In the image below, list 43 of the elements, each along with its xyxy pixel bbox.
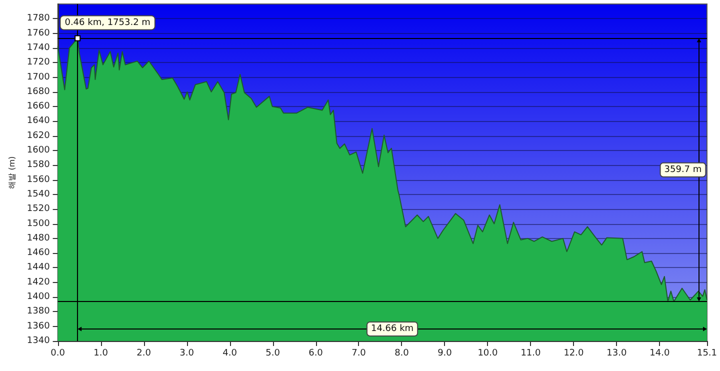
y-tick-label: 1520 xyxy=(26,204,50,214)
y-tick-label: 1700 xyxy=(26,72,50,82)
x-tick-label: 1.0 xyxy=(94,348,108,358)
x-tick-label: 4.0 xyxy=(222,348,238,358)
annotation: 0.46 km, 1753.2 m xyxy=(64,18,150,28)
y-tick-label: 1560 xyxy=(26,174,50,185)
annotation: 14.66 km xyxy=(370,324,414,334)
x-tick-label: 7.0 xyxy=(352,348,366,358)
x-tick-label: 15.1 xyxy=(696,348,718,358)
x-tick-label: 10.0 xyxy=(478,348,498,358)
y-tick-label: 1760 xyxy=(26,28,50,38)
x-tick-label: 12.0 xyxy=(564,348,584,358)
y-tick-label: 1500 xyxy=(26,218,50,229)
y-tick-label: 1540 xyxy=(26,189,50,200)
y-tick-label: 1380 xyxy=(26,306,50,317)
x-tick-label: 14.0 xyxy=(650,348,670,358)
y-tick-label: 1680 xyxy=(26,86,50,97)
y-tick-label: 1780 xyxy=(26,14,50,24)
y-tick-label: 1420 xyxy=(26,277,50,288)
x-tick-label: 3.0 xyxy=(180,348,194,358)
x-tick-label: 6.0 xyxy=(308,348,324,358)
y-tick-label: 1340 xyxy=(26,336,50,346)
y-tick-label: 1620 xyxy=(26,130,50,141)
y-tick-label: 1640 xyxy=(26,116,50,126)
y-tick-label: 1720 xyxy=(26,58,50,68)
y-tick-label: 1480 xyxy=(26,233,50,244)
y-tick-label: 1740 xyxy=(26,42,50,53)
x-tick-label: 11.0 xyxy=(520,348,542,358)
y-tick-label: 1460 xyxy=(26,248,50,258)
x-tick-label: 5.0 xyxy=(266,348,280,358)
y-tick-label: 1660 xyxy=(26,102,50,112)
y-tick-label: 1600 xyxy=(26,146,50,156)
y-tick-label: 1360 xyxy=(26,321,50,332)
y-tick-label: 1400 xyxy=(26,292,50,302)
x-tick-label: 2.0 xyxy=(136,348,152,358)
x-tick-label: 9.0 xyxy=(438,348,452,358)
x-tick-label: 8.0 xyxy=(394,348,410,358)
annotation: 359.7 m xyxy=(664,164,702,175)
x-tick-label: 13.0 xyxy=(606,348,627,358)
y-tick-label: 1580 xyxy=(26,160,50,170)
x-tick-label: 0.0 xyxy=(50,348,66,358)
y-axis-title: 해발 (m) xyxy=(8,156,16,189)
y-tick-label: 1440 xyxy=(26,262,50,273)
